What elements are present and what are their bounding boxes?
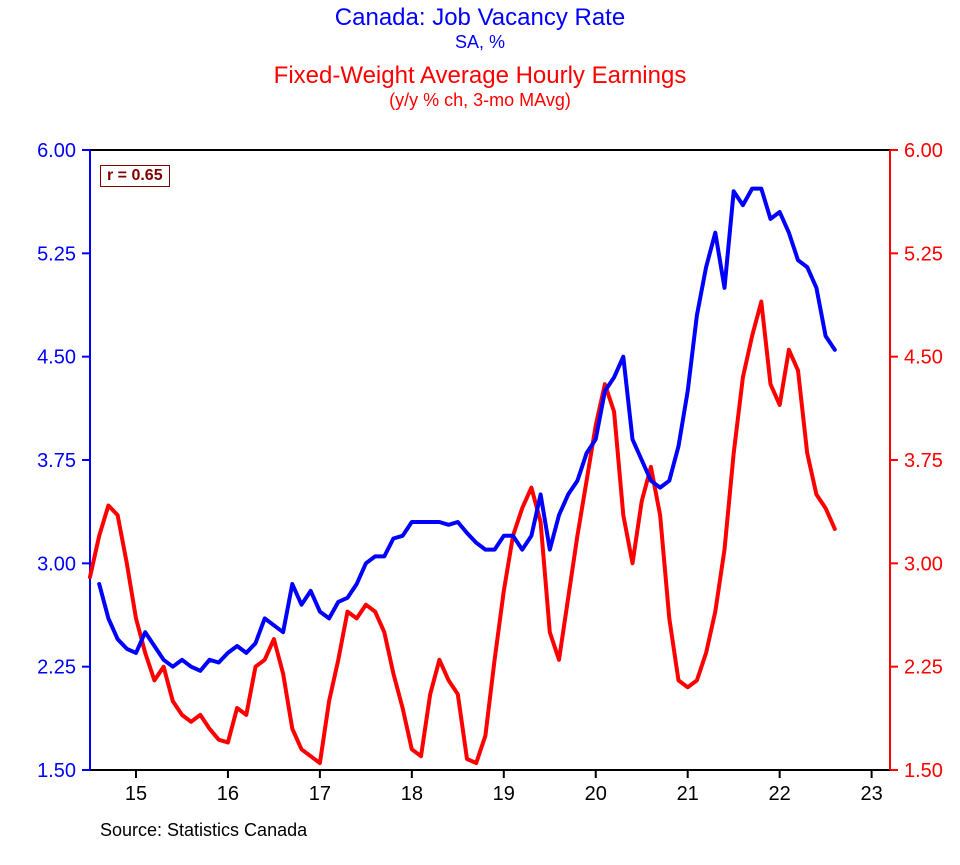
y-right-tick-label: 3.75	[904, 450, 943, 472]
x-tick-label: 23	[860, 783, 882, 805]
y-right-tick-label: 3.00	[904, 553, 943, 575]
y-right-tick-label: 1.50	[904, 760, 943, 782]
chart-plot: 1.50 2.25 3.00 3.75 4.50 5.25 6.00 1.50 2.25 3.00…	[0, 0, 960, 865]
x-tick-label: 21	[677, 783, 699, 805]
y-right-tick-label: 4.50	[904, 347, 943, 369]
y-left-tick-label: 2.25	[37, 657, 76, 679]
y-right-tick-label: 2.25	[904, 657, 943, 679]
y-left-tick-label: 6.00	[37, 140, 76, 162]
x-tick-label: 20	[585, 783, 607, 805]
y-left-tick-label: 5.25	[37, 243, 76, 265]
y-left-tick-label: 4.50	[37, 347, 76, 369]
series-vacancy	[99, 189, 835, 671]
y-right-tick-label: 6.00	[904, 140, 943, 162]
x-tick-label: 18	[401, 783, 423, 805]
y-right-tick-label: 5.25	[904, 243, 943, 265]
y-left-tick-label: 1.50	[37, 760, 76, 782]
x-tick-label: 17	[309, 783, 331, 805]
x-tick-label: 19	[493, 783, 515, 805]
y-left-tick-label: 3.00	[37, 553, 76, 575]
y-left-tick-label: 3.75	[37, 450, 76, 472]
x-tick-label: 16	[217, 783, 239, 805]
x-tick-label: 15	[125, 783, 147, 805]
source-caption: Source: Statistics Canada	[100, 820, 307, 841]
x-tick-label: 22	[769, 783, 791, 805]
series-earnings	[90, 302, 835, 763]
